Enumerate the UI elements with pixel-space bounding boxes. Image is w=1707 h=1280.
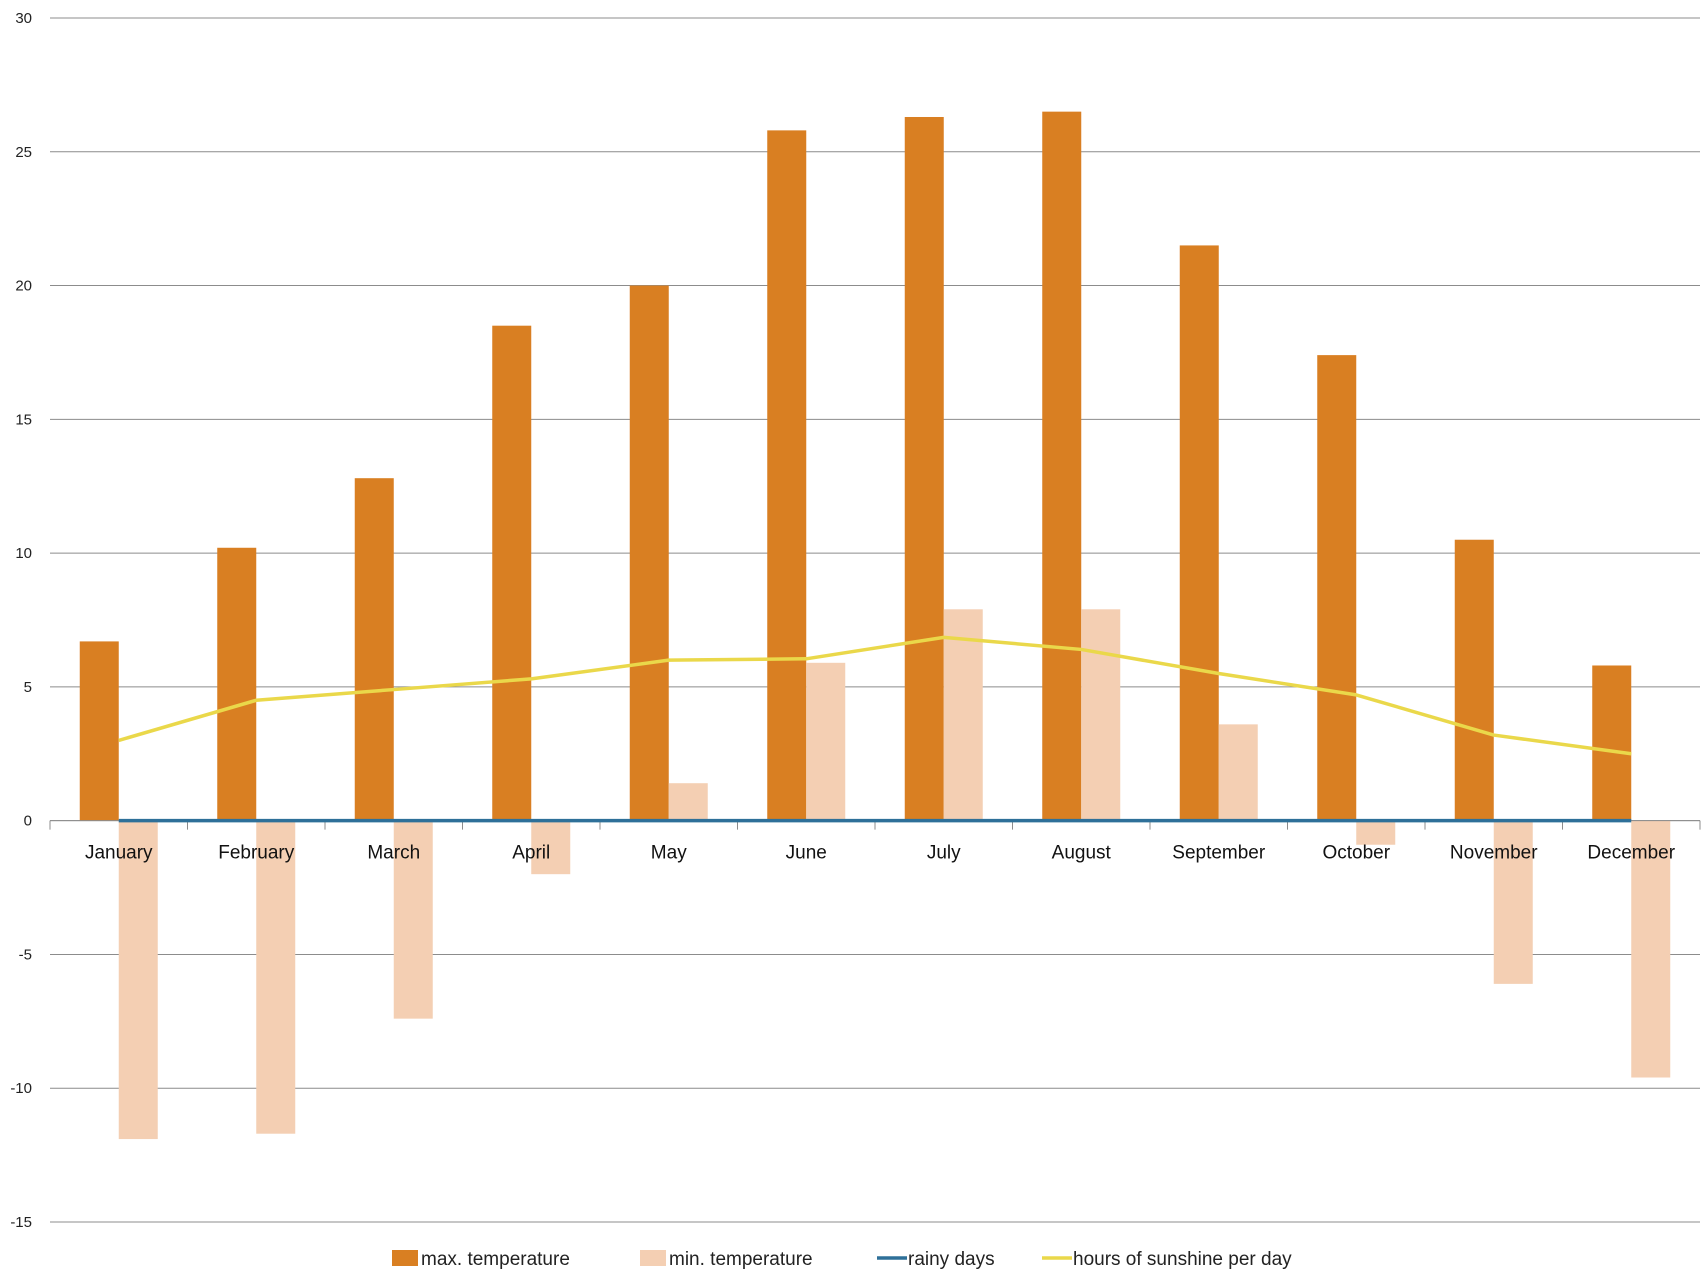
sunshine-hours-line bbox=[118, 635, 1632, 756]
max-temperature-bar bbox=[492, 325, 532, 821]
min-temperature-bar bbox=[531, 820, 571, 875]
min-temperature-bar bbox=[1081, 609, 1121, 821]
min-temperature-bar bbox=[1493, 820, 1533, 984]
min-temperature-bar bbox=[393, 820, 433, 1019]
legend-label: max. temperature bbox=[421, 1249, 570, 1270]
x-category-label: July bbox=[927, 843, 961, 864]
x-category-label: March bbox=[367, 843, 420, 864]
legend-rainy-days: rainy days bbox=[877, 1249, 995, 1270]
y-tick-label: 25 bbox=[15, 144, 32, 161]
min-temperature-bar bbox=[1356, 820, 1396, 845]
legend-label: hours of sunshine per day bbox=[1073, 1249, 1292, 1270]
y-tick-label: -10 bbox=[10, 1080, 32, 1097]
y-tick-label: 30 bbox=[15, 10, 32, 27]
min-temperature-bar bbox=[668, 783, 708, 821]
max-temperature-bar bbox=[629, 285, 669, 821]
max-temperature-bar bbox=[354, 478, 394, 821]
max-temperature-bar bbox=[1592, 665, 1632, 821]
max-temperature-bar bbox=[767, 130, 807, 821]
x-category-label: June bbox=[786, 843, 827, 864]
gridlines bbox=[50, 17, 1700, 1223]
max-temperature-bar bbox=[79, 641, 119, 821]
max-temperature-bar bbox=[1454, 539, 1494, 821]
series-lines bbox=[118, 635, 1632, 823]
x-category-label: September bbox=[1172, 843, 1266, 864]
x-category-label: January bbox=[85, 843, 153, 864]
x-category-label: November bbox=[1450, 843, 1538, 864]
min-temperature-bar bbox=[1631, 820, 1671, 1078]
y-tick-label: -5 bbox=[19, 946, 32, 963]
min-temperature-bar bbox=[806, 662, 846, 821]
y-tick-label: 10 bbox=[15, 545, 32, 562]
legend-min-temperature: min. temperature bbox=[640, 1249, 813, 1270]
max-temperature-bar bbox=[1317, 355, 1357, 821]
legend-swatch bbox=[640, 1250, 666, 1266]
y-tick-label: 5 bbox=[24, 679, 32, 696]
legend: max. temperature min. temperature rainy da… bbox=[392, 1249, 1292, 1270]
legend-label: rainy days bbox=[908, 1249, 995, 1270]
max-temperature-bar bbox=[1179, 245, 1219, 821]
x-category-label: May bbox=[651, 843, 687, 864]
x-category-label: April bbox=[512, 843, 550, 864]
max-temperature-bar bbox=[904, 116, 944, 821]
min-temperature-bar bbox=[118, 820, 158, 1140]
legend-sunshine-hours: hours of sunshine per day bbox=[1042, 1249, 1292, 1270]
x-category-label: February bbox=[218, 843, 295, 864]
x-category-label: August bbox=[1052, 843, 1112, 864]
legend-label: min. temperature bbox=[669, 1249, 813, 1270]
legend-swatch bbox=[392, 1250, 418, 1266]
x-category-label: December bbox=[1587, 843, 1675, 864]
max-temperature-bar bbox=[1042, 111, 1082, 821]
x-category-label: October bbox=[1322, 843, 1390, 864]
bars bbox=[79, 111, 1671, 1140]
y-tick-label: -15 bbox=[10, 1214, 32, 1231]
min-temperature-bar bbox=[256, 820, 296, 1134]
y-tick-label: 15 bbox=[15, 411, 32, 428]
x-axis-category-labels: January February March April May June July Augu… bbox=[85, 843, 1676, 864]
max-temperature-bar bbox=[217, 547, 257, 821]
y-tick-label: 20 bbox=[15, 278, 32, 295]
min-temperature-bar bbox=[943, 609, 983, 821]
min-temperature-bar bbox=[1218, 724, 1258, 821]
y-axis-tick-labels: -15 -10 -5 0 5 10 15 20 25 30 bbox=[10, 10, 32, 1231]
y-tick-label: 0 bbox=[24, 813, 32, 830]
legend-max-temperature: max. temperature bbox=[392, 1249, 570, 1270]
